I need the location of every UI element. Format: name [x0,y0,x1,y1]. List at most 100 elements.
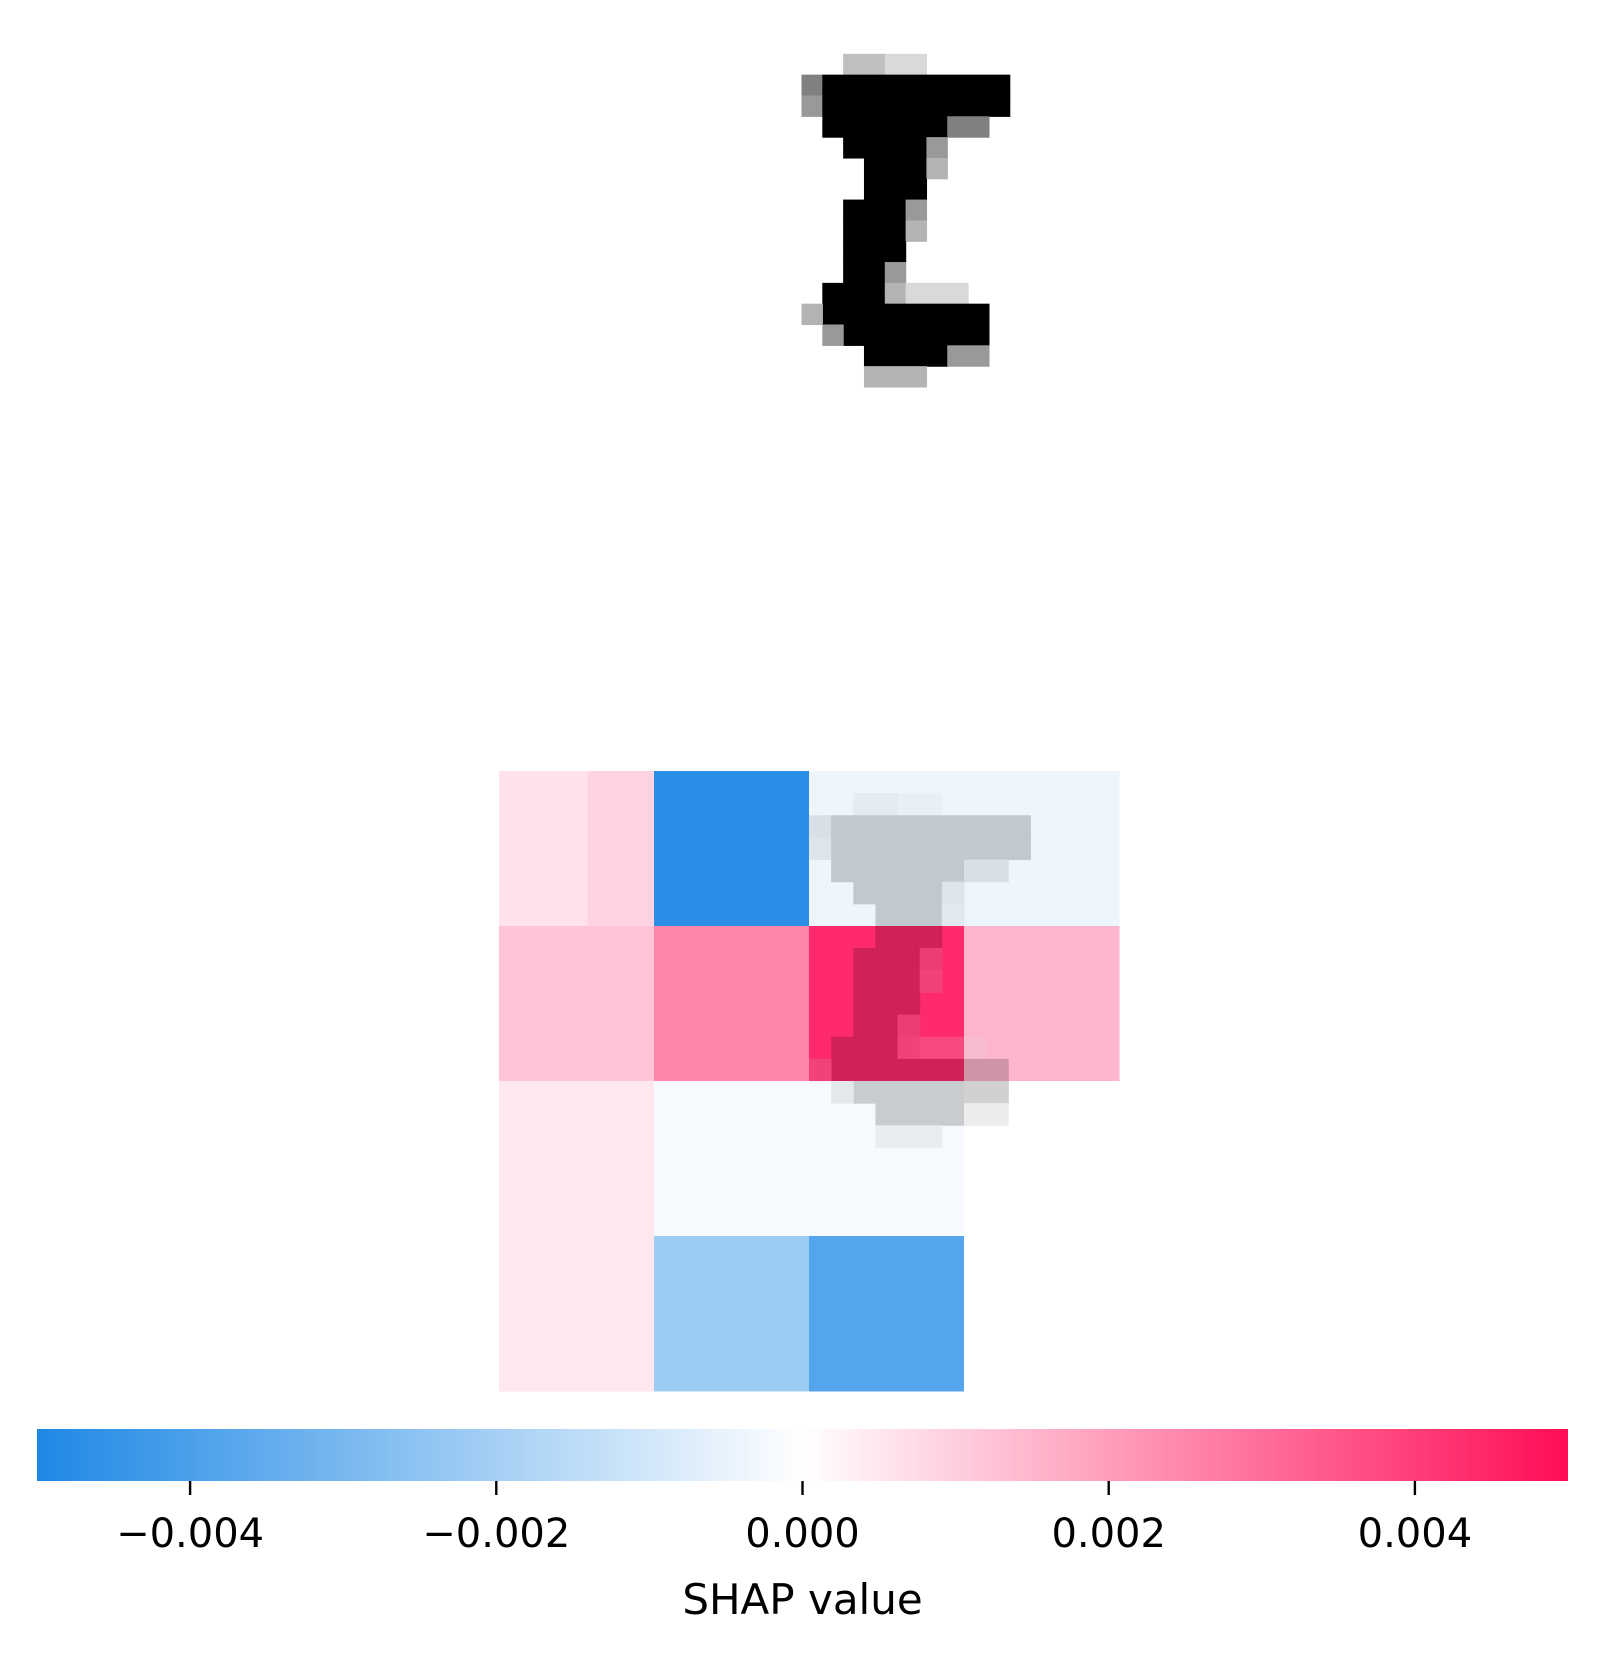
overlay-pixel [941,1058,965,1082]
colorbar-tick-label: 0.002 [1051,1511,1166,1557]
overlay-pixel [875,1058,899,1082]
overlay-pixel [964,1058,987,1082]
digit-pixel [905,366,928,388]
overlay-pixel [964,859,987,883]
overlay-pixel [897,1036,921,1060]
overlay-pixel [964,1103,987,1126]
overlay-pixel [831,1036,854,1060]
digit-pixel [884,95,907,117]
shap-cell [587,771,655,927]
digit-pixel [884,282,907,305]
overlay-pixel [919,903,943,927]
digit-pixel [926,303,948,326]
digit-pixel [968,95,990,117]
digit-pixel [863,95,886,117]
digit-pixel [801,95,823,117]
overlay-pixel [875,992,899,1016]
overlay-pixel [941,903,965,927]
overlay-pixel [875,1036,899,1060]
overlay-pixel [986,1058,1009,1082]
overlay-pixel [875,859,899,883]
digit-pixel [843,303,865,326]
overlay-pixel [853,970,876,993]
digit-pixel [947,345,969,367]
digit-pixel [801,303,823,326]
digit-pixel [947,324,969,346]
digit-pixel [843,53,865,76]
overlay-pixel [897,948,921,971]
overlay-pixel [919,1081,943,1104]
digit-pixel [863,53,886,76]
digit-pixel [843,282,865,305]
overlay-pixel [919,1036,943,1060]
digit-pixel [884,366,907,388]
overlay-pixel [853,1058,876,1082]
digit-pixel [863,199,886,221]
digit-pixel [905,345,928,367]
overlay-pixel [941,1036,965,1060]
overlay-pixel [986,1103,1009,1126]
overlay-pixel [897,1125,921,1148]
digit-pixel [926,345,948,367]
overlay-pixel [897,1081,921,1104]
shap-cell [654,771,810,927]
colorbar-tick-label: −0.002 [422,1511,570,1557]
digit-pixel [884,116,907,138]
overlay-pixel [897,881,921,905]
overlay-pixel [853,881,876,905]
digit-pixel [884,137,907,159]
overlay-pixel [919,815,943,838]
digit-pixel [968,303,990,326]
overlay-pixel [941,881,965,905]
overlay-pixel [809,1058,832,1082]
digit-pixel [926,324,948,346]
digit-pixel [884,345,907,367]
digit-pixel [863,157,886,180]
digit-pixel [884,241,907,263]
digit-pixel [863,366,886,388]
overlay-pixel [809,815,832,838]
overlay-pixel [919,1058,943,1082]
digit-pixel [905,116,928,138]
overlay-pixel [853,1014,876,1038]
overlay-pixel [897,970,921,993]
digit-pixel [843,199,865,221]
digit-pixel [947,95,969,117]
digit-pixel [884,157,907,180]
digit-pixel [905,324,928,346]
overlay-pixel [941,815,965,838]
overlay-pixel [875,903,899,927]
shap-cell [809,1081,965,1237]
digit-pixel [843,137,865,159]
overlay-pixel [897,926,921,949]
overlay-pixel [964,837,987,861]
shap-cell [499,771,589,927]
digit-pixel [884,262,907,284]
digit-pixel [968,116,990,138]
digit-pixel [863,137,886,159]
digit-pixel [843,95,865,117]
overlay-pixel [919,793,943,816]
digit-pixel [884,199,907,221]
digit-pixel [843,220,865,242]
digit-pixel [843,116,865,138]
overlay-pixel [897,1014,921,1038]
digit-pixel [905,74,928,97]
digit-pixel [884,74,907,97]
digit-pixel [822,116,844,138]
digit-pixel [843,324,865,346]
digit-pixel [863,116,886,138]
shap-cell [654,1236,810,1392]
shap-cell [964,926,1120,1082]
overlay-pixel [853,948,876,971]
overlay-pixel [919,859,943,883]
overlay-pixel [897,859,921,883]
digit-pixel [863,220,886,242]
digit-pixel [863,324,886,346]
digit-pixel [926,116,948,138]
digit-pixel [926,157,948,180]
overlay-pixel [964,1081,987,1104]
overlay-pixel [809,837,832,861]
shap-cell [809,771,965,927]
